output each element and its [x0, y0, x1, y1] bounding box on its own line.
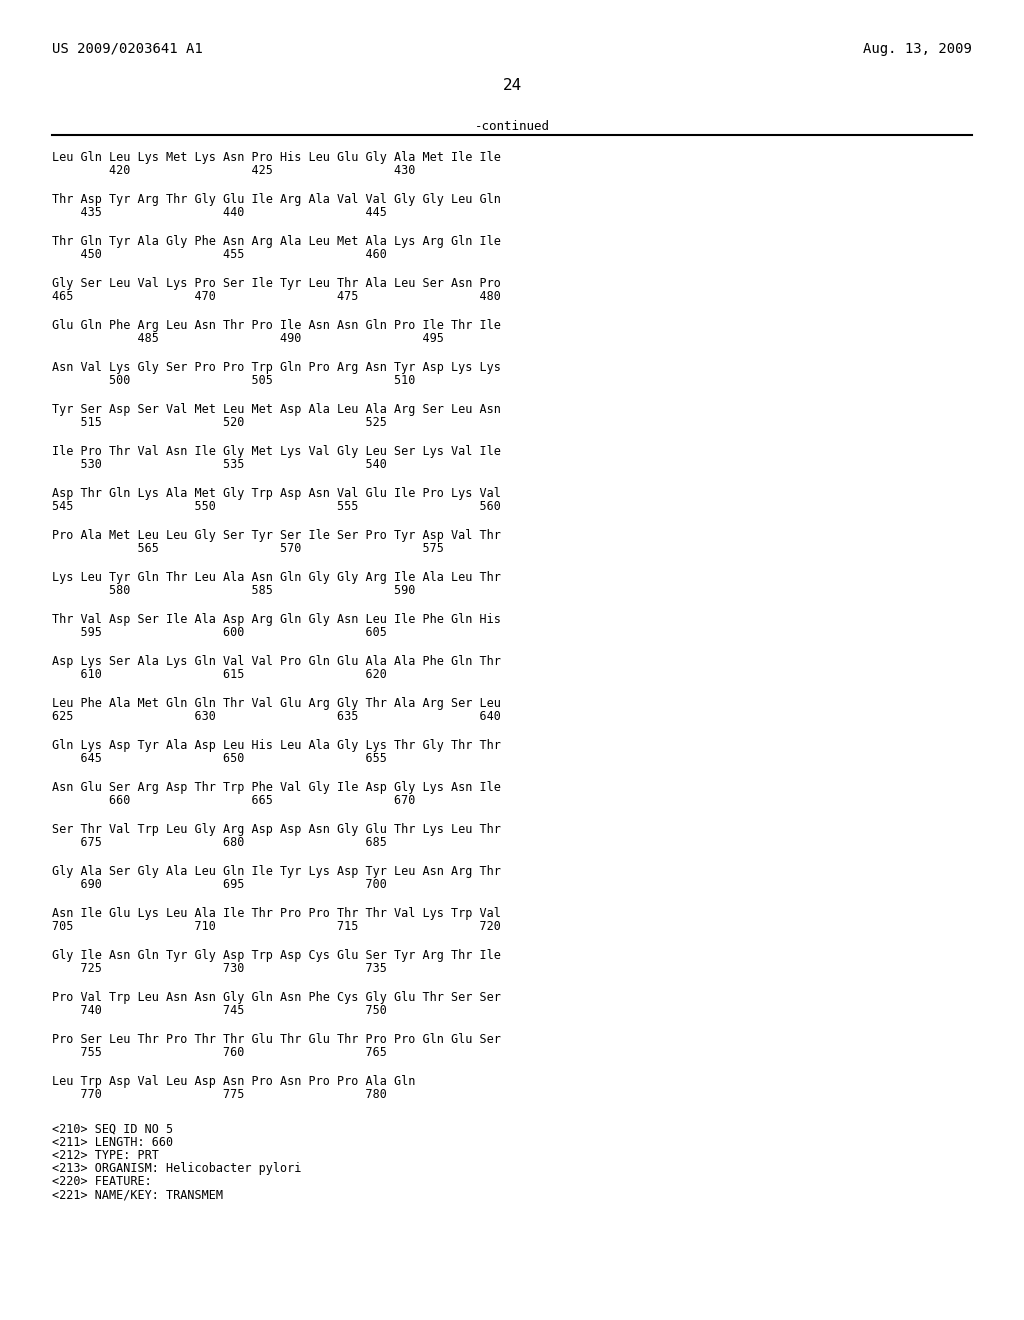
Text: Pro Ala Met Leu Leu Gly Ser Tyr Ser Ile Ser Pro Tyr Asp Val Thr: Pro Ala Met Leu Leu Gly Ser Tyr Ser Ile …: [52, 529, 501, 543]
Text: Asp Lys Ser Ala Lys Gln Val Val Pro Gln Glu Ala Ala Phe Gln Thr: Asp Lys Ser Ala Lys Gln Val Val Pro Gln …: [52, 655, 501, 668]
Text: Lys Leu Tyr Gln Thr Leu Ala Asn Gln Gly Gly Arg Ile Ala Leu Thr: Lys Leu Tyr Gln Thr Leu Ala Asn Gln Gly …: [52, 572, 501, 583]
Text: <220> FEATURE:: <220> FEATURE:: [52, 1175, 152, 1188]
Text: Asp Thr Gln Lys Ala Met Gly Trp Asp Asn Val Glu Ile Pro Lys Val: Asp Thr Gln Lys Ala Met Gly Trp Asp Asn …: [52, 487, 501, 500]
Text: 24: 24: [503, 78, 521, 92]
Text: <221> NAME/KEY: TRANSMEM: <221> NAME/KEY: TRANSMEM: [52, 1188, 223, 1201]
Text: Thr Gln Tyr Ala Gly Phe Asn Arg Ala Leu Met Ala Lys Arg Gln Ile: Thr Gln Tyr Ala Gly Phe Asn Arg Ala Leu …: [52, 235, 501, 248]
Text: 420                 425                 430: 420 425 430: [52, 164, 416, 177]
Text: Pro Ser Leu Thr Pro Thr Thr Glu Thr Glu Thr Pro Pro Gln Glu Ser: Pro Ser Leu Thr Pro Thr Thr Glu Thr Glu …: [52, 1034, 501, 1045]
Text: 435                 440                 445: 435 440 445: [52, 206, 387, 219]
Text: Leu Trp Asp Val Leu Asp Asn Pro Asn Pro Pro Ala Gln: Leu Trp Asp Val Leu Asp Asn Pro Asn Pro …: [52, 1074, 416, 1088]
Text: 770                 775                 780: 770 775 780: [52, 1088, 387, 1101]
Text: Ile Pro Thr Val Asn Ile Gly Met Lys Val Gly Leu Ser Lys Val Ile: Ile Pro Thr Val Asn Ile Gly Met Lys Val …: [52, 445, 501, 458]
Text: 755                 760                 765: 755 760 765: [52, 1045, 387, 1059]
Text: Leu Gln Leu Lys Met Lys Asn Pro His Leu Glu Gly Ala Met Ile Ile: Leu Gln Leu Lys Met Lys Asn Pro His Leu …: [52, 150, 501, 164]
Text: 565                 570                 575: 565 570 575: [52, 543, 443, 554]
Text: 705                 710                 715                 720: 705 710 715 720: [52, 920, 501, 933]
Text: Gly Ala Ser Gly Ala Leu Gln Ile Tyr Lys Asp Tyr Leu Asn Arg Thr: Gly Ala Ser Gly Ala Leu Gln Ile Tyr Lys …: [52, 865, 501, 878]
Text: 660                 665                 670: 660 665 670: [52, 795, 416, 807]
Text: 675                 680                 685: 675 680 685: [52, 836, 387, 849]
Text: 530                 535                 540: 530 535 540: [52, 458, 387, 471]
Text: <211> LENGTH: 660: <211> LENGTH: 660: [52, 1137, 173, 1148]
Text: -continued: -continued: [474, 120, 550, 133]
Text: Ser Thr Val Trp Leu Gly Arg Asp Asp Asn Gly Glu Thr Lys Leu Thr: Ser Thr Val Trp Leu Gly Arg Asp Asp Asn …: [52, 822, 501, 836]
Text: 450                 455                 460: 450 455 460: [52, 248, 387, 261]
Text: Thr Val Asp Ser Ile Ala Asp Arg Gln Gly Asn Leu Ile Phe Gln His: Thr Val Asp Ser Ile Ala Asp Arg Gln Gly …: [52, 612, 501, 626]
Text: 500                 505                 510: 500 505 510: [52, 374, 416, 387]
Text: <213> ORGANISM: Helicobacter pylori: <213> ORGANISM: Helicobacter pylori: [52, 1162, 301, 1175]
Text: Glu Gln Phe Arg Leu Asn Thr Pro Ile Asn Asn Gln Pro Ile Thr Ile: Glu Gln Phe Arg Leu Asn Thr Pro Ile Asn …: [52, 319, 501, 333]
Text: Pro Val Trp Leu Asn Asn Gly Gln Asn Phe Cys Gly Glu Thr Ser Ser: Pro Val Trp Leu Asn Asn Gly Gln Asn Phe …: [52, 991, 501, 1005]
Text: 465                 470                 475                 480: 465 470 475 480: [52, 290, 501, 304]
Text: <212> TYPE: PRT: <212> TYPE: PRT: [52, 1148, 159, 1162]
Text: <210> SEQ ID NO 5: <210> SEQ ID NO 5: [52, 1123, 173, 1137]
Text: 485                 490                 495: 485 490 495: [52, 333, 443, 345]
Text: 595                 600                 605: 595 600 605: [52, 626, 387, 639]
Text: Asn Val Lys Gly Ser Pro Pro Trp Gln Pro Arg Asn Tyr Asp Lys Lys: Asn Val Lys Gly Ser Pro Pro Trp Gln Pro …: [52, 360, 501, 374]
Text: Gly Ile Asn Gln Tyr Gly Asp Trp Asp Cys Glu Ser Tyr Arg Thr Ile: Gly Ile Asn Gln Tyr Gly Asp Trp Asp Cys …: [52, 949, 501, 962]
Text: 580                 585                 590: 580 585 590: [52, 583, 416, 597]
Text: Leu Phe Ala Met Gln Gln Thr Val Glu Arg Gly Thr Ala Arg Ser Leu: Leu Phe Ala Met Gln Gln Thr Val Glu Arg …: [52, 697, 501, 710]
Text: Gly Ser Leu Val Lys Pro Ser Ile Tyr Leu Thr Ala Leu Ser Asn Pro: Gly Ser Leu Val Lys Pro Ser Ile Tyr Leu …: [52, 277, 501, 290]
Text: Gln Lys Asp Tyr Ala Asp Leu His Leu Ala Gly Lys Thr Gly Thr Thr: Gln Lys Asp Tyr Ala Asp Leu His Leu Ala …: [52, 739, 501, 752]
Text: Aug. 13, 2009: Aug. 13, 2009: [863, 42, 972, 55]
Text: 690                 695                 700: 690 695 700: [52, 878, 387, 891]
Text: 625                 630                 635                 640: 625 630 635 640: [52, 710, 501, 723]
Text: Asn Glu Ser Arg Asp Thr Trp Phe Val Gly Ile Asp Gly Lys Asn Ile: Asn Glu Ser Arg Asp Thr Trp Phe Val Gly …: [52, 781, 501, 795]
Text: Tyr Ser Asp Ser Val Met Leu Met Asp Ala Leu Ala Arg Ser Leu Asn: Tyr Ser Asp Ser Val Met Leu Met Asp Ala …: [52, 403, 501, 416]
Text: US 2009/0203641 A1: US 2009/0203641 A1: [52, 42, 203, 55]
Text: Thr Asp Tyr Arg Thr Gly Glu Ile Arg Ala Val Val Gly Gly Leu Gln: Thr Asp Tyr Arg Thr Gly Glu Ile Arg Ala …: [52, 193, 501, 206]
Text: 645                 650                 655: 645 650 655: [52, 752, 387, 766]
Text: 725                 730                 735: 725 730 735: [52, 962, 387, 975]
Text: 740                 745                 750: 740 745 750: [52, 1005, 387, 1016]
Text: 610                 615                 620: 610 615 620: [52, 668, 387, 681]
Text: Asn Ile Glu Lys Leu Ala Ile Thr Pro Pro Thr Thr Val Lys Trp Val: Asn Ile Glu Lys Leu Ala Ile Thr Pro Pro …: [52, 907, 501, 920]
Text: 515                 520                 525: 515 520 525: [52, 416, 387, 429]
Text: 545                 550                 555                 560: 545 550 555 560: [52, 500, 501, 513]
